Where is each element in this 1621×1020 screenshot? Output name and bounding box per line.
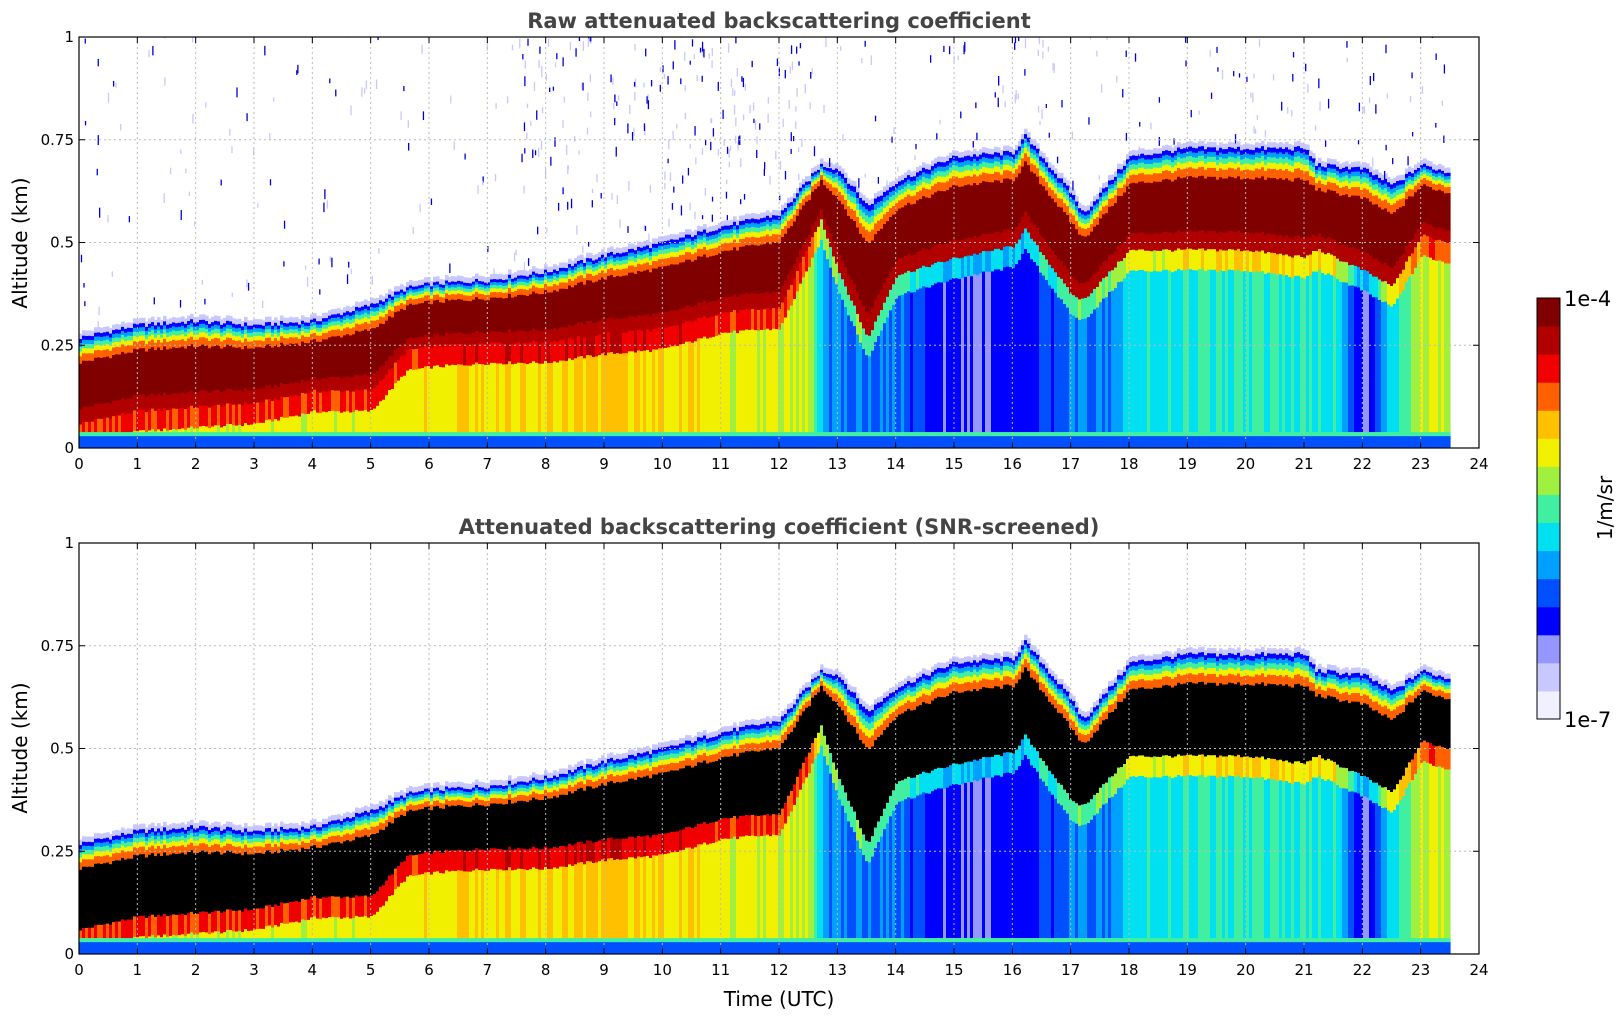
- x-tick-label: 9: [599, 455, 609, 473]
- y-tick-label: 0.5: [50, 740, 74, 758]
- x-tick-label: 3: [249, 961, 259, 979]
- x-tick-label: 22: [1353, 455, 1372, 473]
- x-tick-label: 12: [769, 455, 788, 473]
- raw-heatmap: [79, 37, 1451, 448]
- x-tick-label: 6: [424, 455, 434, 473]
- colorbar-step: [1537, 690, 1560, 720]
- y-tick-label: 0.75: [41, 637, 74, 655]
- y-tick-label: 0.25: [41, 336, 74, 354]
- colorbar-min-label: 1e-7: [1564, 708, 1611, 732]
- x-tick-label: 18: [1119, 455, 1138, 473]
- x-tick-label: 15: [944, 961, 963, 979]
- x-tick-label: 10: [653, 455, 672, 473]
- y-tick-label: 0.25: [41, 842, 74, 860]
- x-tick-label: 5: [366, 455, 376, 473]
- x-tick-label: 16: [1003, 455, 1022, 473]
- x-tick-label: 13: [828, 455, 847, 473]
- x-tick-label: 19: [1178, 961, 1197, 979]
- colorbar-step: [1537, 382, 1560, 411]
- screened-axis-ticks: 0 1 2 3 4 5 6 7 8 9 10 11 12 13 14 15 16 17 18 19 20 21 22 23 24…: [41, 534, 1489, 979]
- panel-screened: Attenuated backscattering coefficient (S…: [8, 515, 1489, 1011]
- x-tick-label: 14: [886, 455, 905, 473]
- colorbar-step: [1537, 634, 1560, 664]
- x-axis-label: Time (UTC): [723, 987, 835, 1011]
- x-tick-label: 2: [191, 961, 201, 979]
- colorbar-label: 1/m/sr: [1593, 475, 1617, 540]
- x-tick-label: 7: [483, 455, 493, 473]
- x-tick-label: 18: [1119, 961, 1138, 979]
- y-tick-label: 0.75: [41, 131, 74, 149]
- x-tick-label: 16: [1003, 961, 1022, 979]
- x-tick-label: 17: [1061, 961, 1080, 979]
- x-tick-label: 23: [1411, 961, 1430, 979]
- x-tick-label: 24: [1469, 961, 1488, 979]
- colorbar-frame: [1536, 297, 1561, 720]
- y-tick-label: 0: [64, 945, 74, 963]
- colorbar-step: [1537, 410, 1560, 439]
- x-tick-label: 21: [1294, 455, 1313, 473]
- y-tick-label: 0.5: [50, 234, 74, 252]
- x-tick-label: 4: [308, 961, 318, 979]
- colorbar-step: [1537, 662, 1560, 692]
- x-tick-label: 22: [1353, 961, 1372, 979]
- x-tick-label: 15: [944, 455, 963, 473]
- x-tick-label: 3: [249, 455, 259, 473]
- x-tick-label: 1: [133, 455, 143, 473]
- x-tick-label: 1: [133, 961, 143, 979]
- raw-grid: [79, 37, 1479, 448]
- x-tick-label: 8: [541, 455, 551, 473]
- x-tick-label: 6: [424, 961, 434, 979]
- x-tick-label: 24: [1469, 455, 1488, 473]
- x-tick-label: 0: [74, 455, 84, 473]
- x-tick-label: 8: [541, 961, 551, 979]
- colorbar-step: [1537, 494, 1560, 524]
- colorbar-step: [1537, 578, 1560, 608]
- colorbar-step: [1537, 298, 1560, 327]
- y-tick-label: 1: [64, 28, 74, 46]
- x-tick-label: 17: [1061, 455, 1080, 473]
- colorbar-max-label: 1e-4: [1564, 287, 1611, 311]
- x-tick-label: 12: [769, 961, 788, 979]
- x-tick-label: 11: [711, 455, 730, 473]
- colorbar-step: [1537, 522, 1560, 552]
- colorbar: 1e-4 1e-7 1/m/sr: [1536, 287, 1617, 732]
- x-tick-label: 20: [1236, 961, 1255, 979]
- x-tick-label: 11: [711, 961, 730, 979]
- x-tick-label: 21: [1294, 961, 1313, 979]
- panel-raw: Raw attenuated backscattering coefficien…: [8, 9, 1489, 473]
- raw-y-axis-label: Altitude (km): [8, 177, 32, 308]
- x-tick-label: 19: [1178, 455, 1197, 473]
- x-tick-label: 9: [599, 961, 609, 979]
- colorbar-step: [1537, 466, 1560, 495]
- x-tick-label: 10: [653, 961, 672, 979]
- colorbar-step: [1537, 606, 1560, 636]
- raw-axis-ticks: 0 1 2 3 4 5 6 7 8 9 10 11 12 13 14 15 16 17 18 19 20 21 22 23 24…: [41, 28, 1489, 473]
- x-tick-label: 13: [828, 961, 847, 979]
- x-tick-label: 7: [483, 961, 493, 979]
- screened-grid: [79, 543, 1479, 954]
- colorbar-step: [1537, 438, 1560, 467]
- x-tick-label: 14: [886, 961, 905, 979]
- colorbar-step: [1537, 354, 1560, 383]
- x-tick-label: 23: [1411, 455, 1430, 473]
- raw-title: Raw attenuated backscattering coefficien…: [527, 9, 1031, 33]
- screened-heatmap: [79, 634, 1451, 954]
- colorbar-scale: [1537, 298, 1560, 720]
- colorbar-step: [1537, 326, 1560, 355]
- x-tick-label: 5: [366, 961, 376, 979]
- x-tick-label: 0: [74, 961, 84, 979]
- colorbar-step: [1537, 550, 1560, 580]
- x-tick-label: 20: [1236, 455, 1255, 473]
- y-tick-label: 0: [64, 439, 74, 457]
- x-tick-label: 4: [308, 455, 318, 473]
- y-tick-label: 1: [64, 534, 74, 552]
- x-tick-label: 2: [191, 455, 201, 473]
- screened-y-axis-label: Altitude (km): [8, 682, 32, 813]
- screened-title: Attenuated backscattering coefficient (S…: [459, 515, 1100, 539]
